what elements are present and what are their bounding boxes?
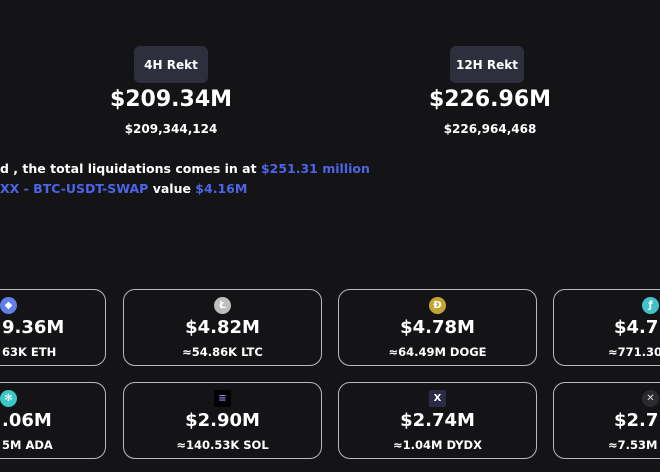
coin-card-dydx[interactable]: X $2.74M ≈1.04M DYDX xyxy=(338,382,537,459)
coin-value: $4.78M xyxy=(400,317,475,338)
coin-value: $4.82M xyxy=(185,317,260,338)
coin-value: .06M xyxy=(2,410,52,431)
coin-card-eth[interactable]: ◆ 9.36M 63K ETH xyxy=(0,289,106,366)
dogecoin-icon: Ð xyxy=(429,297,446,314)
coin-card-ltc[interactable]: Ł $4.82M ≈54.86K LTC xyxy=(123,289,322,366)
12h-rekt-exact: $226,964,468 xyxy=(443,122,537,136)
4h-rekt-exact: $209,344,124 xyxy=(124,122,218,136)
coin-amount: 63K ETH xyxy=(2,345,57,359)
coin-card-ada[interactable]: ✻ .06M 5M ADA xyxy=(0,382,106,459)
4h-rekt-value: $209.34M xyxy=(109,87,233,112)
coin-amount: ≈1.04M DYDX xyxy=(393,438,482,452)
coin-value: $2.90M xyxy=(185,410,260,431)
largest-liquidation-text: XX - BTC-USDT-SWAP value $4.16M xyxy=(0,181,247,196)
coin-card-fil[interactable]: ƒ $4.7 ≈771.30 xyxy=(553,289,660,366)
dydx-icon: X xyxy=(429,390,446,407)
coin-amount: ≈54.86K LTC xyxy=(182,345,263,359)
largest-liquidation-value: $4.16M xyxy=(195,181,248,196)
coin-card-xrp[interactable]: ✕ $2.7 ≈7.53M xyxy=(553,382,660,459)
coin-amount: ≈771.30 xyxy=(608,345,660,359)
cardano-icon: ✻ xyxy=(0,390,17,407)
total-liquidations-value: $251.31 million xyxy=(260,161,370,176)
litecoin-icon: Ł xyxy=(214,297,231,314)
largest-liquidation-link[interactable]: XX - BTC-USDT-SWAP xyxy=(0,181,149,196)
coin-value: $2.7 xyxy=(614,410,659,431)
coin-amount: ≈140.53K SOL xyxy=(176,438,269,452)
largest-liquidation-label: value xyxy=(148,181,196,196)
ethereum-icon: ◆ xyxy=(0,297,17,314)
tab-12h-rekt[interactable]: 12H Rekt xyxy=(450,46,524,83)
solana-icon: ≡ xyxy=(214,390,231,407)
coin-card-doge[interactable]: Ð $4.78M ≈64.49M DOGE xyxy=(338,289,537,366)
coin-amount: 5M ADA xyxy=(2,438,53,452)
coin-value: 9.36M xyxy=(2,317,65,338)
12h-rekt-value: $226.96M xyxy=(428,87,552,112)
total-liquidations-label: d , the total liquidations comes in at xyxy=(0,161,261,176)
total-liquidations-text: d , the total liquidations comes in at $… xyxy=(0,161,370,176)
xrp-icon: ✕ xyxy=(642,390,659,407)
coin-value: $4.7 xyxy=(614,317,659,338)
filecoin-icon: ƒ xyxy=(642,297,659,314)
coin-amount: ≈7.53M xyxy=(608,438,658,452)
coin-amount: ≈64.49M DOGE xyxy=(388,345,487,359)
coin-value: $2.74M xyxy=(400,410,475,431)
coin-card-sol[interactable]: ≡ $2.90M ≈140.53K SOL xyxy=(123,382,322,459)
tab-4h-rekt[interactable]: 4H Rekt xyxy=(134,46,208,83)
